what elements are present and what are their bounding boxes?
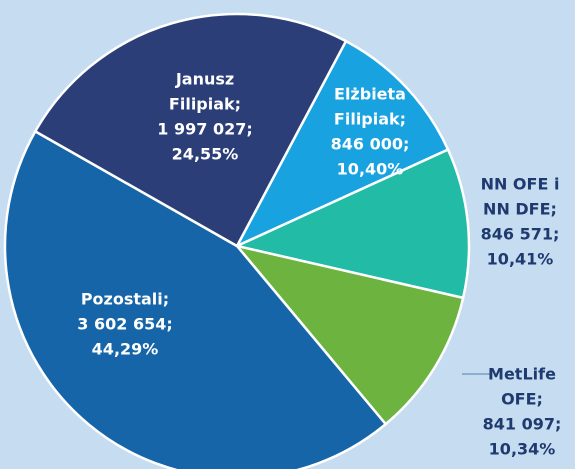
pie-slice xyxy=(33,12,348,248)
slice-label: NN DFE; xyxy=(483,200,557,219)
slice-label: Elżbieta xyxy=(334,85,406,104)
slice-label: Filipiak; xyxy=(334,110,406,129)
slice-label: OFE; xyxy=(501,390,543,409)
pie-slice xyxy=(234,39,450,249)
pie-slice xyxy=(233,147,471,300)
share-label: 841 097; xyxy=(483,415,562,434)
share-label: 846 000; xyxy=(331,135,410,154)
share-label: 846 571; xyxy=(481,225,560,244)
share-label: 3 602 654; xyxy=(77,315,172,334)
pie-slice xyxy=(233,243,465,426)
percent-label: 10,40% xyxy=(337,160,404,179)
percent-label: 10,34% xyxy=(489,440,556,459)
slice-label: Filipiak; xyxy=(169,95,241,114)
percent-label: 10,41% xyxy=(487,250,554,269)
percent-label: 44,29% xyxy=(92,340,159,359)
share-label: 1 997 027; xyxy=(157,120,252,139)
percent-label: 24,55% xyxy=(172,145,239,164)
slice-label: MetLife xyxy=(488,365,556,384)
slice-label: Pozostali; xyxy=(81,290,169,309)
pie-slice xyxy=(3,129,388,469)
slice-label: NN OFE i xyxy=(481,175,560,194)
slice-label: Janusz xyxy=(175,70,234,89)
